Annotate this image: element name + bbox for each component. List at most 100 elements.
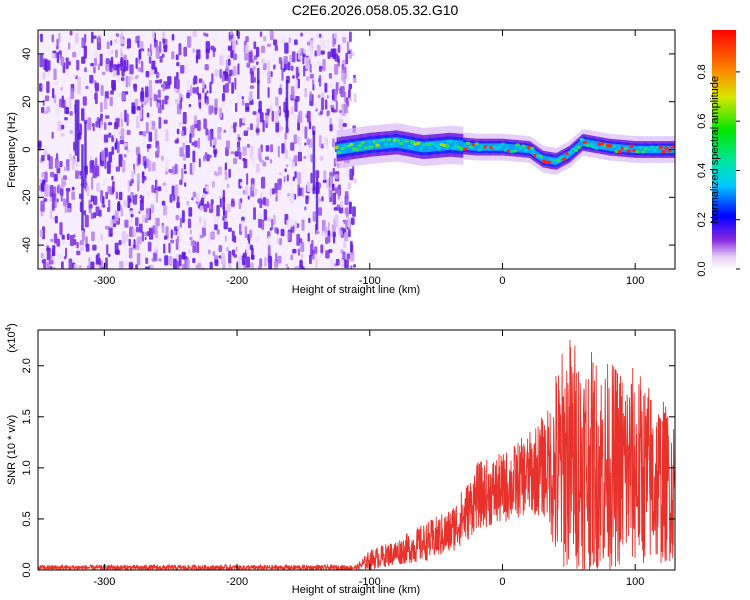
spectrogram-band-inner [661,145,664,154]
spectrogram-band-inner [616,144,619,152]
spectrogram-cell [321,196,324,202]
spectrogram-cell [285,164,289,168]
spectrogram-cell [60,191,63,202]
spectrogram-peak [512,149,517,153]
spectrogram-cell [157,102,160,108]
snr-frame [37,329,676,571]
spectrogram-cell [52,250,55,256]
spectrogram-cell [261,58,265,66]
spectrogram-cell [65,107,70,115]
spectrogram-cell [292,114,296,119]
spectrogram-cell [343,103,348,114]
spectrogram-cell [192,77,196,86]
spectrogram-band-inner [389,137,392,149]
spectrogram-cell [308,47,313,60]
spectrogram-cell [257,148,262,160]
spectrogram-peak [375,143,380,147]
spectrogram-cell [218,245,223,252]
spectrogram-cell [46,247,51,252]
spectrogram-cell [245,256,251,268]
spectrogram-cell [105,257,108,269]
spectrogram-band-inner [535,150,537,158]
spectrogram-cell [329,124,333,132]
spectrogram-cell [248,51,253,63]
spectrogram-cell [161,200,166,206]
spectrogram-cell [308,121,312,130]
spectrogram-cell [51,202,55,211]
spectrogram-cell [235,246,238,252]
spectrogram-peak [384,142,389,146]
spectrogram-cell [337,44,341,54]
spectrogram-band-inner [516,144,518,153]
spectrogram-cell [202,80,205,89]
spectrogram-y-tick-label: -40 [21,237,33,253]
spectrogram-band-inner [367,139,369,151]
spectrogram-peak [562,157,567,161]
spectrogram-band-inner [382,138,384,149]
snr-series [38,339,675,570]
spectrogram-cell [278,57,283,64]
spectrogram-cell [81,108,85,121]
spectrogram-cell [42,71,46,80]
spectrogram-cell [61,99,66,108]
spectrogram-band-inner [523,145,526,153]
spectrogram-cell [346,41,350,52]
spectrogram-band-inner [437,140,440,152]
spectrogram-band-inner [543,155,546,163]
spectrogram-cell [46,81,50,94]
spectrogram-cell [251,150,256,164]
spectrogram-band-inner [635,145,638,154]
spectrogram-cell [73,263,78,269]
spectrogram-cell [345,220,348,229]
spectrogram-cell [123,60,127,72]
spectrogram-cell [63,256,67,260]
spectrogram-band-inner [405,138,408,150]
spectrogram-cell [110,90,114,95]
spectrogram-cell [208,130,211,142]
spectrogram-cell [233,122,238,127]
spectrogram-cell [65,97,70,107]
spectrogram-band-inner [379,138,381,150]
spectrogram-cell [76,59,80,71]
spectrogram-cell [348,97,352,102]
spectrogram-cell [51,53,56,60]
spectrogram-cell [119,260,124,269]
spectrogram-peak [573,148,579,152]
spectrogram-cell [179,179,183,186]
spectrogram-band-inner [594,140,597,149]
spectrogram-band-inner [517,144,519,153]
spectrogram-cell [259,159,265,163]
spectrogram-cell [90,63,94,67]
spectrogram-cell [278,172,283,176]
spectrogram-cell [224,235,227,242]
spectrogram-cell [73,73,77,78]
spectrogram-cell [138,193,141,198]
spectrogram-peak [652,148,658,152]
spectrogram-cell [104,122,107,131]
spectrogram-cell [111,136,114,143]
spectrogram-cell [293,134,298,144]
spectrogram-cell [243,130,249,137]
spectrogram-cell [151,184,155,193]
spectrogram-peak [579,138,585,142]
spectrogram-cell [54,159,60,169]
spectrogram-cell [317,268,321,269]
spectrogram-band-inner [641,145,643,154]
spectrogram-cell [70,88,75,99]
spectrogram-cell [78,265,82,269]
spectrogram-cell [339,110,342,114]
spectrogram-band-inner [427,141,430,152]
spectrogram-cell [124,109,127,123]
spectrogram-cell [107,122,113,126]
spectrogram-cell [294,162,298,167]
spectrogram-band-inner [420,141,423,152]
spectrogram-cell [71,191,76,200]
spectrogram-band-inner [418,141,420,152]
spectrogram-cell [277,145,280,158]
spectrogram-cell [79,170,82,176]
spectrogram-cell [109,96,113,107]
spectrogram-cell [285,127,289,134]
spectrogram-band-inner [530,147,533,155]
spectrogram-band-inner [578,141,581,150]
spectrogram-cell [60,86,63,91]
